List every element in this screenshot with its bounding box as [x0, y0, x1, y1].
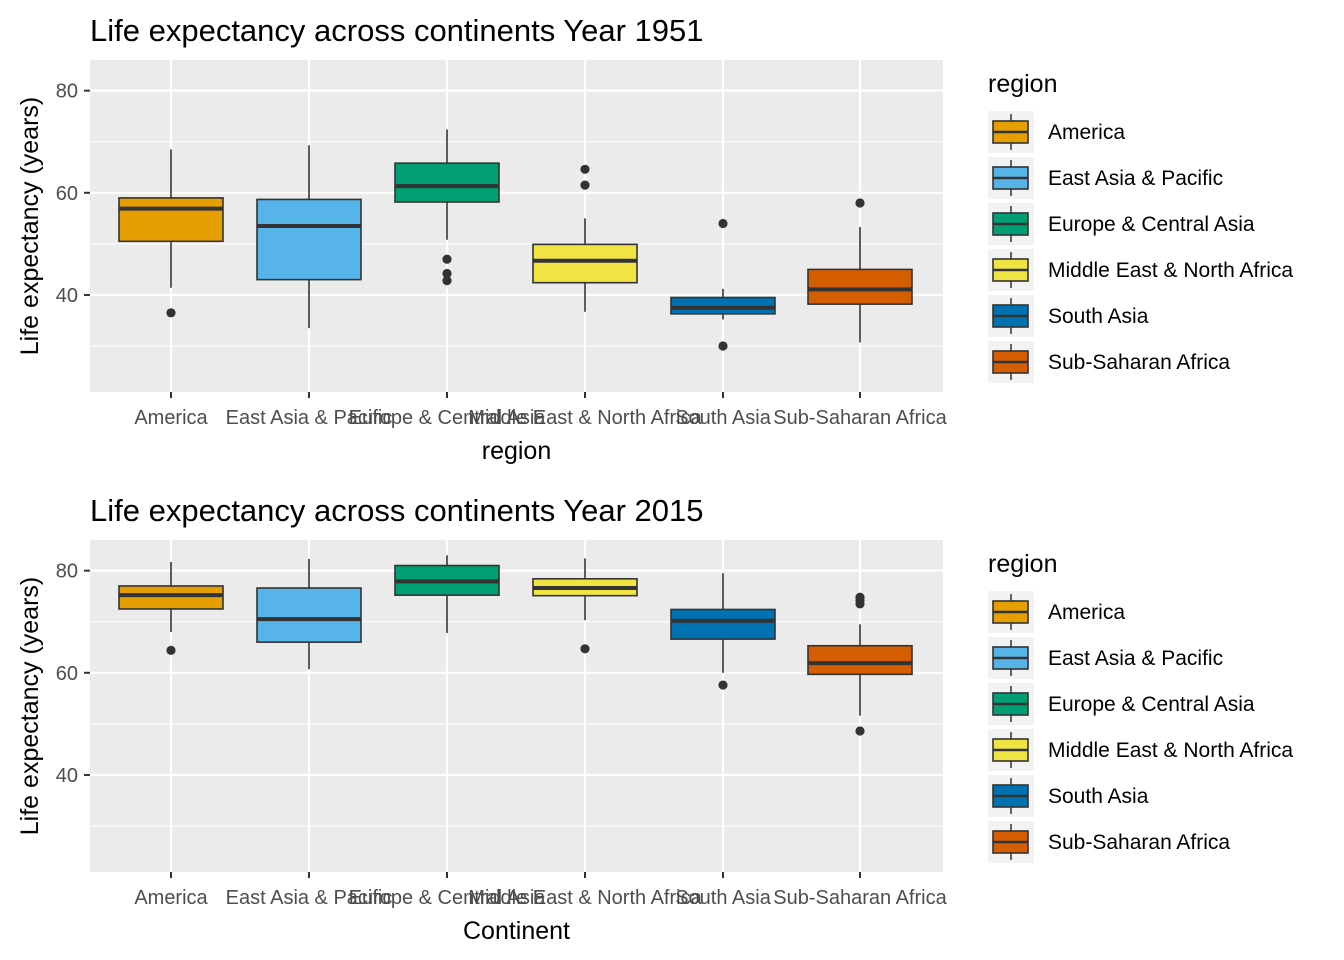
outlier-point — [855, 599, 865, 609]
outlier-point — [442, 254, 452, 264]
legend-label: Europe & Central Asia — [1048, 213, 1255, 236]
box-middle-east-north-africa — [532, 558, 638, 654]
box-iqr — [256, 198, 362, 281]
x-tick-label: Middle East & North Africa — [468, 407, 702, 429]
chart-title: Life expectancy across continents Year 2… — [90, 493, 704, 528]
legend-item: America — [988, 591, 1125, 633]
x-tick-label: Sub-Saharan Africa — [773, 887, 947, 909]
box-america — [118, 561, 224, 655]
box-iqr — [532, 243, 638, 284]
legend-label: Middle East & North Africa — [1048, 259, 1293, 282]
box-east-asia-pacific — [256, 145, 362, 329]
legend-label: Europe & Central Asia — [1048, 693, 1255, 716]
outlier-point — [718, 341, 728, 351]
legend-item: South Asia — [988, 775, 1149, 817]
box-europe-central-asia — [394, 555, 500, 633]
box-iqr — [118, 197, 224, 243]
y-tick-label: 80 — [56, 561, 78, 583]
legend-label: Sub-Saharan Africa — [1048, 831, 1230, 854]
outlier-point — [855, 198, 865, 208]
chart-panel-1: Life expectancy across continents Year 1… — [16, 13, 1293, 465]
box-sub-saharan-africa — [807, 592, 913, 736]
legend-item: Europe & Central Asia — [988, 203, 1255, 245]
legend-item: America — [988, 111, 1125, 153]
y-axis-title: Life expectancy (years) — [16, 97, 44, 355]
legend-item: East Asia & Pacific — [988, 157, 1223, 199]
y-tick-label: 40 — [56, 285, 78, 307]
legend-label: America — [1048, 121, 1125, 144]
legend-label: America — [1048, 601, 1125, 624]
legend-item: Europe & Central Asia — [988, 683, 1255, 725]
outlier-point — [718, 218, 728, 229]
box-middle-east-north-africa — [532, 164, 638, 312]
box-america — [118, 149, 224, 318]
y-tick-label: 80 — [56, 81, 78, 103]
x-axis-title: region — [482, 437, 552, 465]
outlier-point — [855, 726, 865, 736]
box-iqr — [670, 296, 776, 315]
legend-label: South Asia — [1048, 305, 1149, 328]
x-tick-label: Europe & Central Asia — [349, 407, 547, 429]
legend-title: region — [988, 550, 1058, 578]
box-sub-saharan-africa — [807, 198, 913, 343]
legend: region America East Asia & Pacific Europe &… — [988, 550, 1293, 863]
legend-label: East Asia & Pacific — [1048, 167, 1223, 190]
outlier-point — [580, 164, 590, 174]
outlier-point — [580, 180, 590, 190]
x-tick-label: America — [134, 887, 208, 909]
box-europe-central-asia — [394, 129, 500, 286]
x-tick-label: East Asia & Pacific — [226, 887, 393, 909]
y-tick-label: 40 — [56, 765, 78, 787]
box-iqr — [807, 268, 913, 305]
box-iqr — [394, 162, 500, 203]
box-iqr — [807, 644, 913, 676]
legend-label: East Asia & Pacific — [1048, 647, 1223, 670]
y-tick-label: 60 — [56, 183, 78, 205]
box-iqr — [256, 587, 362, 643]
outlier-point — [718, 680, 728, 690]
outlier-point — [166, 308, 176, 318]
plot-background — [90, 540, 943, 872]
x-tick-label: Middle East & North Africa — [468, 887, 702, 909]
legend-item: South Asia — [988, 295, 1149, 337]
chart-title: Life expectancy across continents Year 1… — [90, 13, 704, 48]
x-tick-label: America — [134, 407, 208, 429]
legend-item: Middle East & North Africa — [988, 249, 1293, 291]
box-iqr — [118, 585, 224, 610]
x-tick-label: South Asia — [675, 887, 772, 909]
outlier-point — [166, 645, 176, 655]
legend-label: South Asia — [1048, 785, 1149, 808]
box-east-asia-pacific — [256, 558, 362, 670]
legend-label: Sub-Saharan Africa — [1048, 351, 1230, 374]
legend-label: Middle East & North Africa — [1048, 739, 1293, 762]
legend: region America East Asia & Pacific Europe &… — [988, 70, 1293, 383]
box-south-asia — [670, 573, 776, 690]
box-iqr — [670, 608, 776, 640]
outlier-point — [580, 644, 590, 654]
legend-item: Middle East & North Africa — [988, 729, 1293, 771]
y-axis-title: Life expectancy (years) — [16, 577, 44, 835]
plot-background — [90, 60, 943, 392]
x-tick-label: East Asia & Pacific — [226, 407, 393, 429]
legend-item: East Asia & Pacific — [988, 637, 1223, 679]
legend-item: Sub-Saharan Africa — [988, 341, 1230, 383]
x-tick-label: South Asia — [675, 407, 772, 429]
x-tick-label: Europe & Central Asia — [349, 887, 547, 909]
chart-panel-2: Life expectancy across continents Year 2… — [16, 493, 1293, 945]
outlier-point — [442, 276, 452, 286]
box-south-asia — [670, 218, 776, 351]
x-axis-title: Continent — [463, 917, 570, 945]
x-tick-label: Sub-Saharan Africa — [773, 407, 947, 429]
y-tick-label: 60 — [56, 663, 78, 685]
legend-title: region — [988, 70, 1058, 98]
legend-item: Sub-Saharan Africa — [988, 821, 1230, 863]
outlier-point — [442, 268, 452, 279]
